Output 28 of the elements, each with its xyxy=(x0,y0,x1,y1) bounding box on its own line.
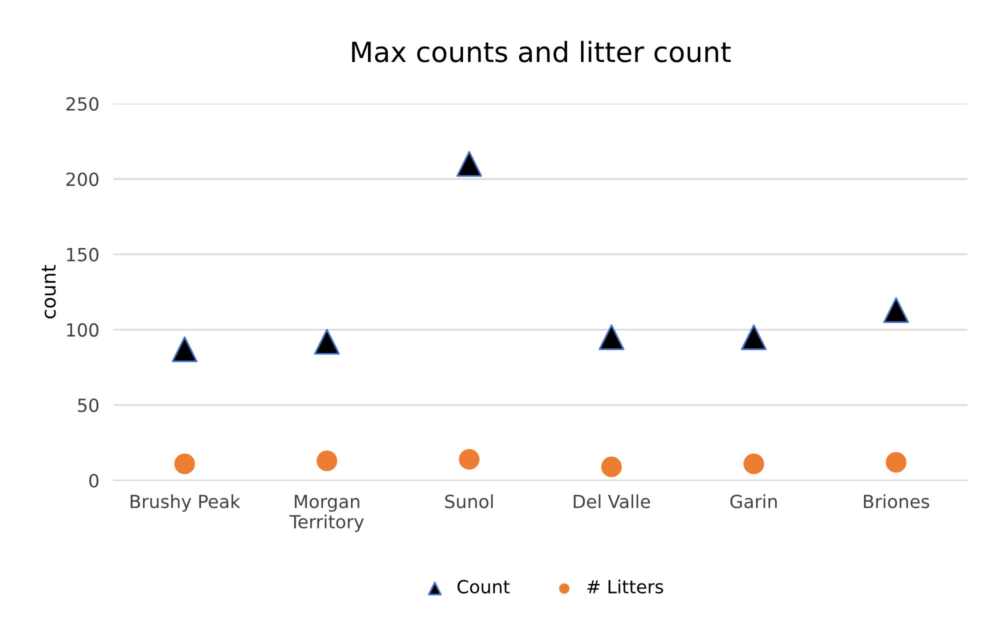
point xyxy=(598,324,624,350)
point xyxy=(458,449,480,470)
y-axis-title: count xyxy=(42,265,56,318)
x-tick-label: Brushy Peak xyxy=(130,494,240,512)
y-tick-label: 200 xyxy=(66,172,98,186)
point xyxy=(601,456,622,478)
point xyxy=(316,450,338,472)
x-tick-label: Del Valle xyxy=(574,494,650,508)
y-tick-label: 50 xyxy=(78,398,98,412)
point xyxy=(172,336,198,362)
point xyxy=(314,328,340,355)
y-tick-label: 0 xyxy=(89,474,98,488)
point xyxy=(740,324,767,350)
point xyxy=(744,454,764,474)
point xyxy=(456,151,482,177)
y-tick-label: 150 xyxy=(67,248,98,262)
x-tick-label: Briones xyxy=(864,494,930,508)
x-tick-label: Sunol xyxy=(445,494,493,508)
x-tick-label: Morgan Territory xyxy=(289,494,364,532)
y-tick-label: 100 xyxy=(67,323,98,337)
legend-label: Count xyxy=(458,580,510,594)
x-tick-label: Garin xyxy=(730,494,777,508)
y-tick-label: 250 xyxy=(66,97,98,111)
point xyxy=(883,297,909,323)
chart-title: Max counts and litter count xyxy=(352,40,731,62)
point xyxy=(174,454,195,474)
legend-label: # Litters xyxy=(587,580,664,594)
point xyxy=(886,452,906,473)
